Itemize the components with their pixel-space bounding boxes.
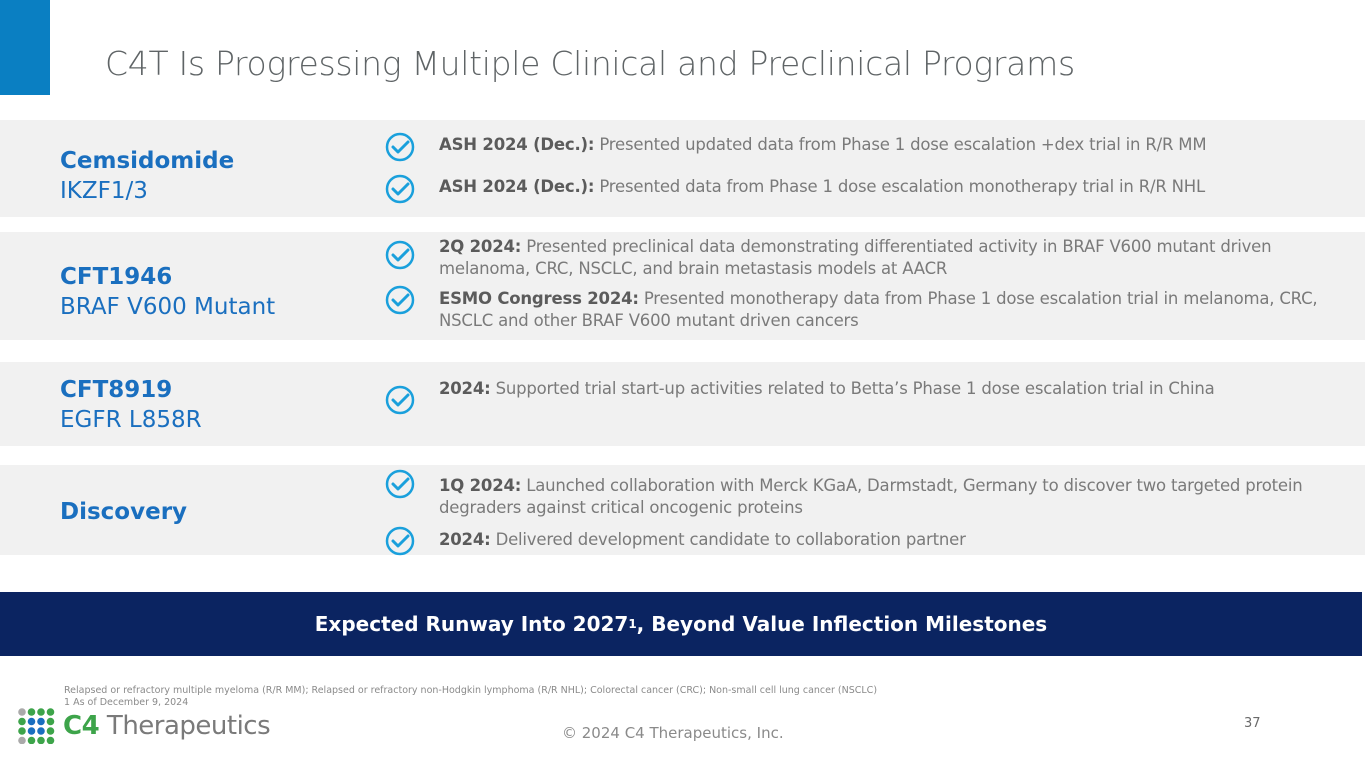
checkmark-icon xyxy=(385,174,415,204)
milestone-text: Delivered development candidate to colla… xyxy=(490,530,966,549)
runway-banner: Expected Runway Into 2027 1, Beyond Value… xyxy=(0,592,1362,656)
milestone-text: Presented monotherapy data from Phase 1 … xyxy=(439,289,1318,330)
milestone-text: Supported trial start-up activities rela… xyxy=(490,379,1215,398)
milestone-item: 2024: Delivered development candidate to… xyxy=(439,529,1359,551)
copyright: © 2024 C4 Therapeutics, Inc. xyxy=(562,724,784,742)
milestone-text: Presented data from Phase 1 dose escalat… xyxy=(594,177,1205,196)
footnote-date: 1 As of December 9, 2024 xyxy=(64,697,189,708)
milestone-label: 2024: xyxy=(439,530,491,549)
milestone-text: Presented updated data from Phase 1 dose… xyxy=(594,135,1207,154)
checkmark-icon xyxy=(385,526,415,556)
checkmark-icon xyxy=(385,285,415,315)
program-row-discovery xyxy=(0,465,1365,555)
footnote-abbreviations: Relapsed or refractory multiple myeloma … xyxy=(64,685,878,696)
program-label: Discovery xyxy=(60,499,188,525)
milestone-label: ESMO Congress 2024: xyxy=(439,289,639,308)
program-label: CFT1946 BRAF V600 Mutant xyxy=(60,264,276,320)
milestone-text: Launched collaboration with Merck KGaA, … xyxy=(439,476,1303,517)
checkmark-icon xyxy=(385,469,415,499)
milestone-label: 1Q 2024: xyxy=(439,476,522,495)
program-label: CFT8919 EGFR L858R xyxy=(60,377,202,433)
milestone-item: 2024: Supported trial start-up activitie… xyxy=(439,378,1359,400)
checkmark-icon xyxy=(385,132,415,162)
milestone-text: Presented preclinical data demonstrating… xyxy=(439,237,1272,278)
accent-bar xyxy=(0,0,50,95)
milestone-label: 2Q 2024: xyxy=(439,237,522,256)
milestone-item: ESMO Congress 2024: Presented monotherap… xyxy=(439,288,1359,332)
checkmark-icon xyxy=(385,385,415,415)
milestone-item: ASH 2024 (Dec.): Presented updated data … xyxy=(439,134,1359,156)
company-logo: C4 Therapeutics xyxy=(17,708,271,744)
slide-title: C4T Is Progressing Multiple Clinical and… xyxy=(105,44,1075,83)
checkmark-icon xyxy=(385,240,415,270)
milestone-item: 2Q 2024: Presented preclinical data demo… xyxy=(439,236,1359,280)
milestone-label: ASH 2024 (Dec.): xyxy=(439,135,595,154)
program-row-cft8919 xyxy=(0,362,1365,446)
milestone-item: ASH 2024 (Dec.): Presented data from Pha… xyxy=(439,176,1359,198)
milestone-label: 2024: xyxy=(439,379,491,398)
program-row-cft1946 xyxy=(0,232,1365,340)
program-row-cemsidomide xyxy=(0,120,1365,217)
milestone-label: ASH 2024 (Dec.): xyxy=(439,177,595,196)
page-number: 37 xyxy=(1244,716,1261,731)
logo-dots-icon xyxy=(18,708,55,744)
milestone-item: 1Q 2024: Launched collaboration with Mer… xyxy=(439,475,1359,519)
program-label: Cemsidomide IKZF1/3 xyxy=(60,148,235,204)
